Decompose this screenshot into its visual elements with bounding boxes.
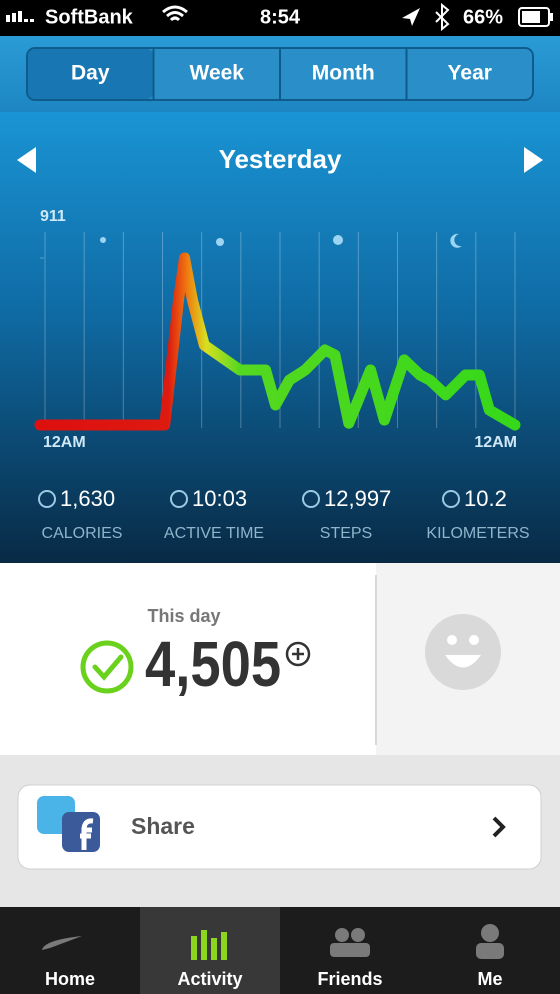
distance-icon [442,490,460,508]
period-tab-label: Day [71,62,110,85]
tab-bar-items: Home Activity Friends Me [42,907,504,994]
stat-value: 10:03 [192,486,247,511]
home-icon [42,936,82,950]
share-button[interactable] [17,784,542,870]
activity-icon-bar [221,932,227,960]
previous-day[interactable] [17,147,36,173]
period-tabs: Day Week Month Year [28,49,492,99]
clock-icon [170,490,188,508]
location-icon [402,8,420,26]
stat-value: 10.2 [464,486,507,511]
friends-icon [335,928,349,942]
activity-line [34,252,521,431]
day-title: Yesterday [219,144,342,174]
x-end-label: 12AM [474,434,517,451]
period-tab-label: Year [448,62,492,85]
carrier: SoftBank [45,6,134,28]
activity-panel [0,112,560,563]
mood-smile [445,655,481,668]
next-day[interactable] [524,147,543,173]
calories-icon [38,490,56,508]
x-start-label: 12AM [43,434,86,451]
stat-value: 1,630 [60,486,115,511]
goal-check [92,654,124,681]
mood-eye [447,635,457,645]
friends-icon [351,928,365,942]
period-tab-label: Week [190,62,245,85]
mood-eye [469,635,479,645]
battery-icon [518,7,550,27]
wifi-icon [162,5,188,22]
status-bar [0,0,560,36]
battery-tip [550,13,553,21]
clock: 8:54 [260,6,301,28]
me-icon [476,943,504,959]
period-tab-selected[interactable] [28,49,154,99]
fuel-plus[interactable] [292,648,304,660]
battery-fill [522,11,540,23]
tab-label: Me [477,969,502,989]
activity-icon-bar [211,938,217,960]
time-of-day-icons [100,233,462,248]
stat-label: STEPS [320,525,372,542]
facebook-f [80,818,94,850]
tab-label: Friends [317,969,382,989]
stat-label: KILOMETERS [426,525,529,542]
stat-label: CALORIES [42,525,123,542]
day-caption: This day [147,606,220,626]
activity-icon-bar [201,930,207,960]
fuel-plus-circle [285,641,311,667]
battery-level: 66% [463,6,503,28]
tab-label: Home [45,969,95,989]
activity-graph: 911 12AM 12AM [34,208,521,451]
stat-value: 12,997 [324,486,391,511]
friends-icon [330,943,370,957]
mood-face[interactable] [425,614,501,690]
goal-check-circle [80,640,134,694]
signal [6,11,34,22]
shoe-icon [302,490,320,508]
y-max-label: 911 [40,208,66,225]
activity-icon-bar [191,936,197,960]
tab-selected-bg [140,907,280,994]
share-label: Share [131,813,195,839]
stats-row: 1,630 CALORIES 10:03 ACTIVE TIME 12,997 STEPS… [38,486,530,542]
facebook-icon [62,812,100,852]
bluetooth-icon [435,2,450,32]
fuel-total: 4,505 [145,628,281,700]
me-icon [481,924,499,942]
period-tab-label: Month [312,62,375,85]
tab-label: Activity [177,969,242,989]
share-chevron [492,816,506,838]
stat-label: ACTIVE TIME [164,525,264,542]
